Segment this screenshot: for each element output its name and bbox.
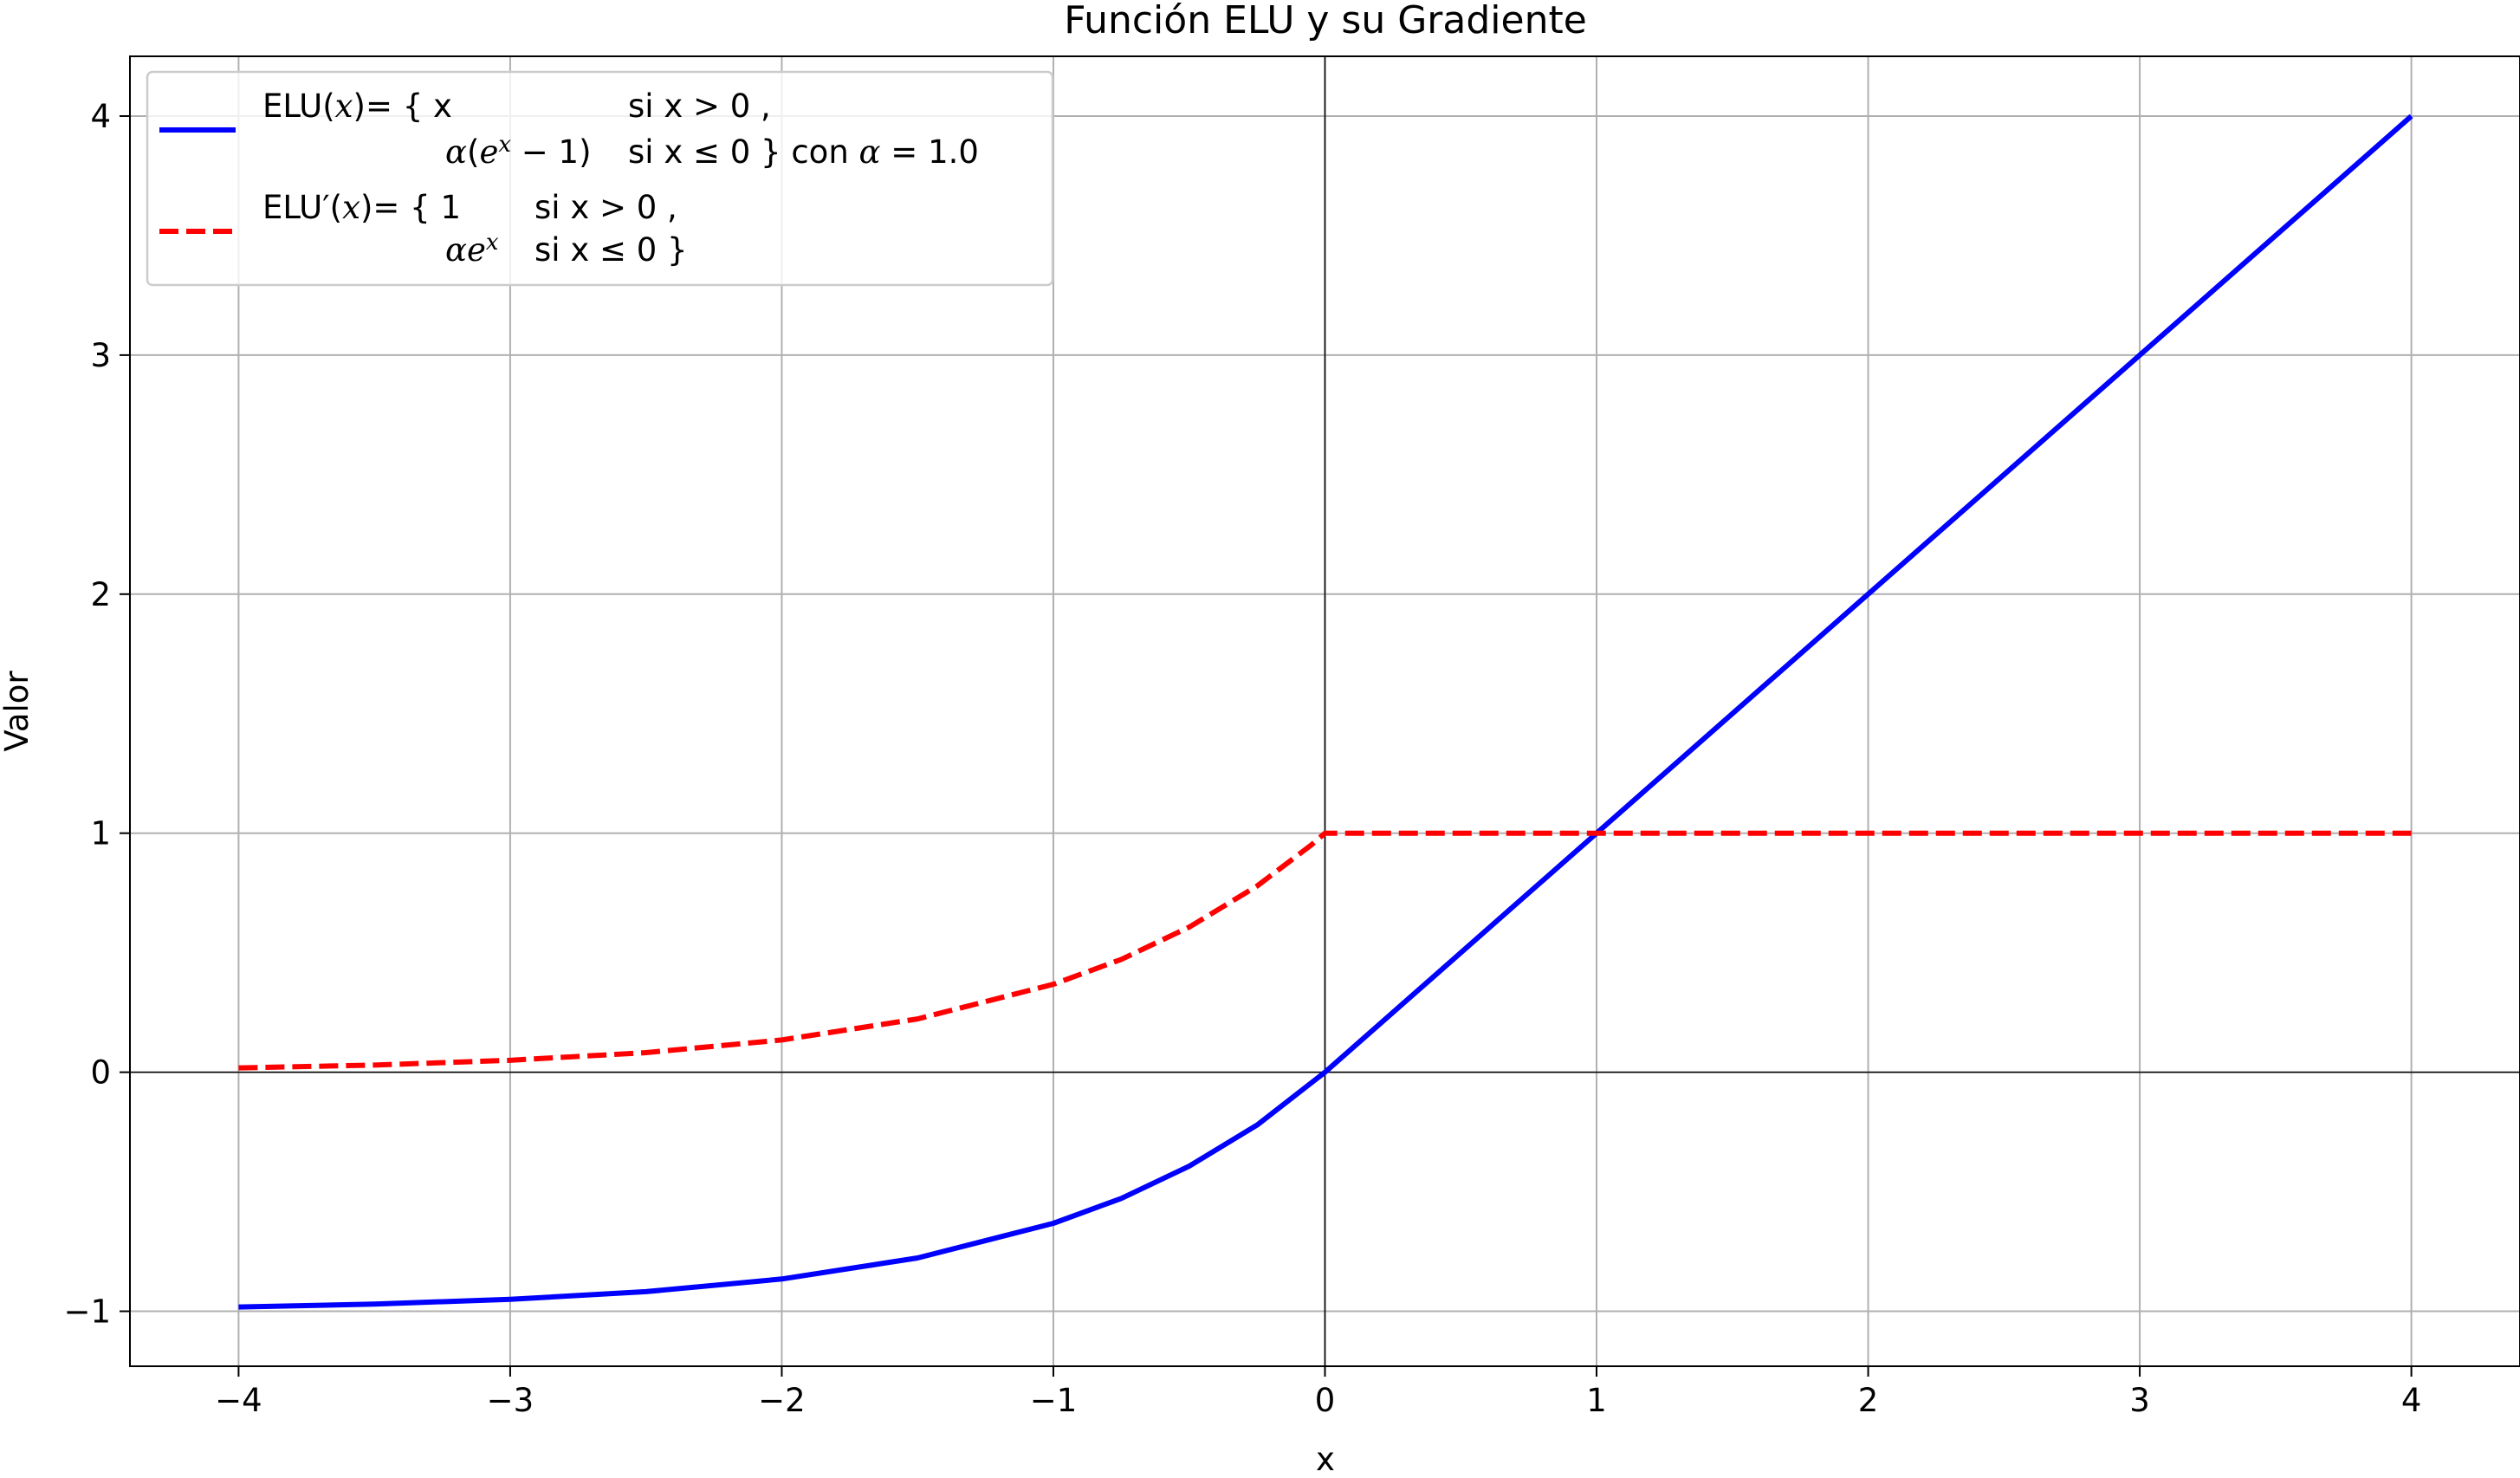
legend-label-elu-line1: ELU(x)= { x si x > 0 , <box>262 88 771 125</box>
y-tick-label: 4 <box>90 98 111 135</box>
y-tick-label: 1 <box>90 815 111 852</box>
x-axis-ticks: −4 −3 −2 −1 0 1 2 3 4 <box>215 1366 2421 1419</box>
legend-label-gradient-line2: αex si x ≤ 0 } <box>445 230 688 269</box>
x-tick-label: 0 <box>1315 1382 1336 1419</box>
x-tick-label: −3 <box>487 1382 534 1419</box>
x-tick-label: −2 <box>758 1382 806 1419</box>
x-tick-label: 4 <box>2401 1382 2422 1419</box>
x-axis-label: x <box>1316 1441 1335 1478</box>
x-tick-label: −4 <box>215 1382 262 1419</box>
x-tick-label: 1 <box>1586 1382 1607 1419</box>
y-axis-label: Valor <box>0 671 36 752</box>
y-tick-label: −1 <box>63 1293 111 1331</box>
chart-title: Función ELU y su Gradiente <box>1064 0 1587 42</box>
series <box>238 113 2413 1310</box>
x-tick-label: 3 <box>2129 1382 2150 1419</box>
legend-label-elu-line2: α(ex − 1) si x ≤ 0 } con α = 1.0 <box>445 132 979 171</box>
series-line-grad <box>238 830 2412 1071</box>
y-tick-label: 2 <box>90 576 111 613</box>
y-tick-label: 0 <box>90 1054 111 1092</box>
x-tick-label: −1 <box>1030 1382 1078 1419</box>
legend-label-gradient-line1: ELU′(x)= { 1 si x > 0 , <box>262 189 677 226</box>
y-axis-ticks: −1 0 1 2 3 4 <box>63 98 130 1331</box>
legend: ELU(x)= { x si x > 0 , α(ex − 1) si x ≤ 0 … <box>146 70 1054 287</box>
series-line-elu <box>238 113 2413 1310</box>
x-tick-label: 2 <box>1858 1382 1879 1419</box>
y-tick-label: 3 <box>90 337 111 374</box>
legend-box <box>146 70 1054 287</box>
